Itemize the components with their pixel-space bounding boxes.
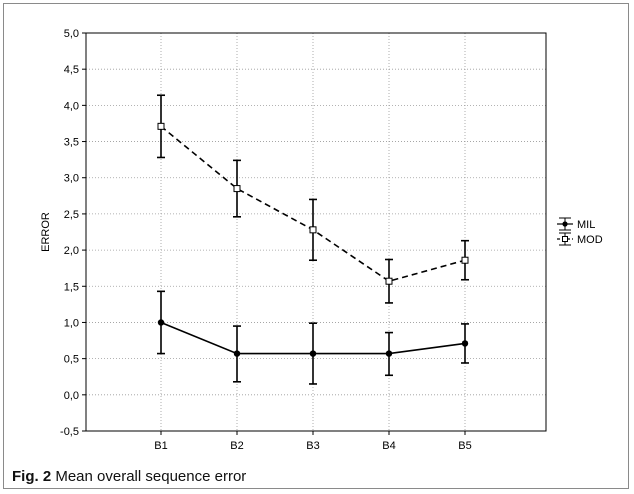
legend-marker (562, 221, 568, 227)
figure-caption: Fig. 2 Mean overall sequence error (12, 468, 246, 485)
data-point (385, 277, 393, 285)
legend-item-mod: MOD (557, 232, 603, 246)
y-tick-label: 2,0 (64, 245, 79, 257)
y-tick-label: 4,5 (64, 64, 79, 76)
data-point (461, 340, 469, 347)
y-tick-label: 3,5 (64, 137, 79, 149)
y-axis-label: ERROR (40, 212, 52, 252)
data-point (461, 256, 469, 264)
line-chart: -0,5 0,0 0,5 1,0 1,5 2,0 2,5 3,0 3,5 4,0 4,5 5,0 B1 B… (40, 28, 603, 452)
y-tick-label: 1,0 (64, 317, 79, 329)
y-tick-label: 0,5 (64, 354, 79, 366)
figure-label: Fig. 2 (12, 468, 52, 485)
y-tick-label: 2,5 (64, 209, 79, 221)
figure-caption-text: Mean overall sequence error (55, 468, 247, 485)
x-tick-label: B1 (154, 440, 167, 452)
legend-label: MIL (577, 219, 595, 231)
x-tick-label: B5 (458, 440, 471, 452)
data-point (385, 350, 393, 357)
data-point (157, 122, 165, 130)
y-tick-label: 0,0 (64, 390, 79, 402)
figure-frame: -0,5 0,0 0,5 1,0 1,5 2,0 2,5 3,0 3,5 4,0 4,5 5,0 B1 B… (3, 3, 629, 489)
legend-marker (562, 236, 568, 242)
data-point (157, 319, 165, 326)
data-point (233, 350, 241, 357)
legend-item-mil: MIL (557, 217, 595, 231)
data-point (309, 350, 317, 357)
y-tick-label: 4,0 (64, 100, 79, 112)
plot-area-border (85, 32, 547, 432)
y-tick-label: 1,5 (64, 281, 79, 293)
legend-label: MOD (577, 234, 603, 246)
y-tick-label: -0,5 (60, 426, 79, 438)
x-tick-label: B2 (230, 440, 243, 452)
x-tick-label: B3 (306, 440, 319, 452)
data-point (233, 185, 241, 193)
data-point (309, 226, 317, 234)
y-tick-label: 3,0 (64, 173, 79, 185)
x-tick-label: B4 (382, 440, 395, 452)
y-tick-label: 5,0 (64, 28, 79, 40)
